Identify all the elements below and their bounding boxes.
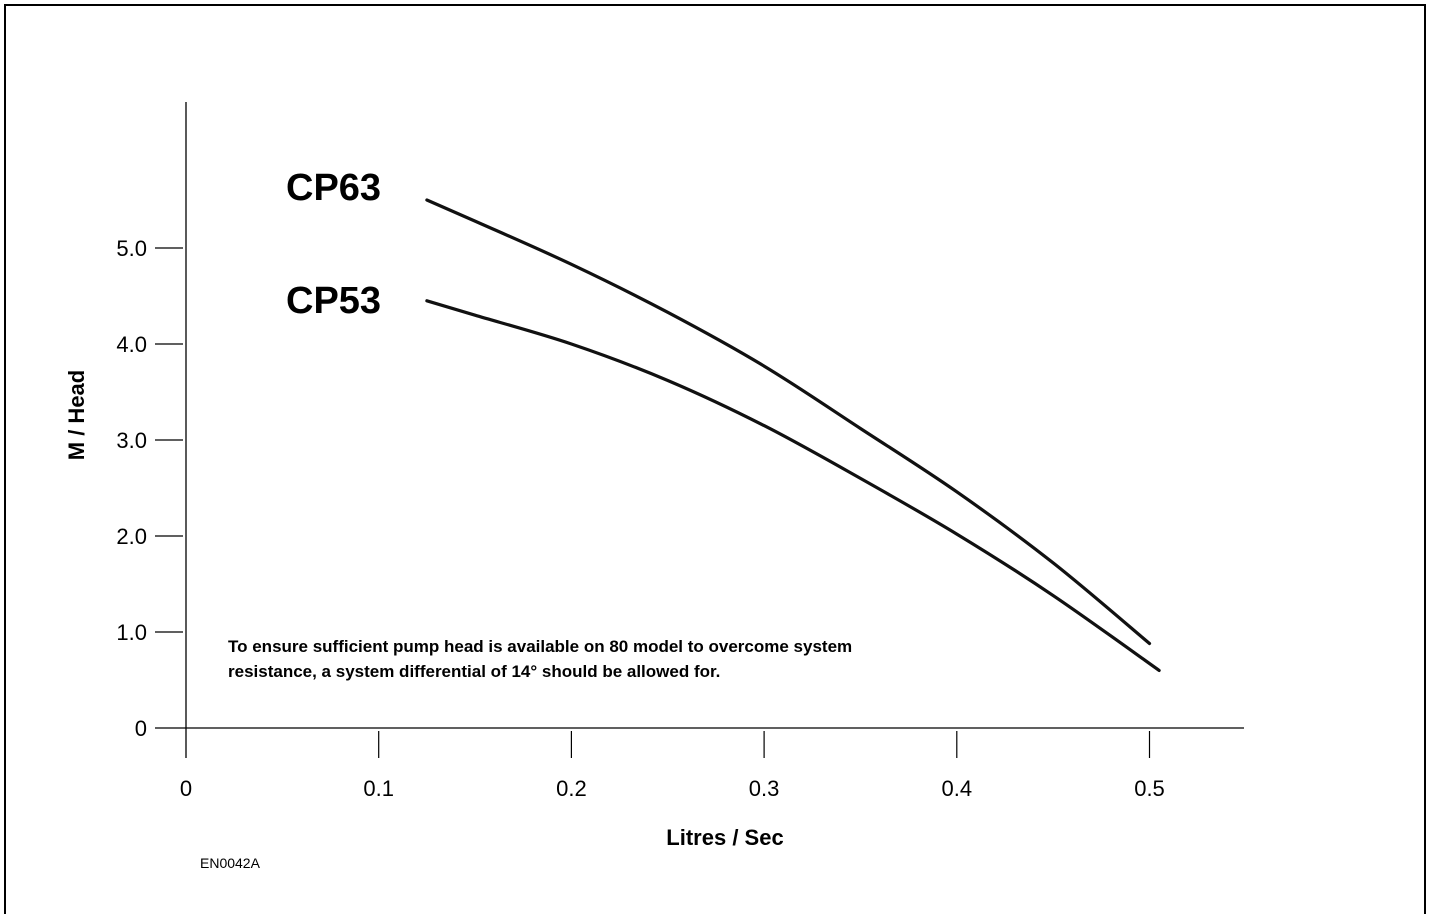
y-tick-label: 4.0	[116, 332, 147, 357]
x-tick-label: 0.1	[363, 776, 394, 801]
x-tick-label: 0.3	[749, 776, 780, 801]
y-tick-label: 0	[135, 716, 147, 741]
x-tick-label: 0.2	[556, 776, 587, 801]
figure-frame	[4, 4, 1426, 914]
y-tick-label: 3.0	[116, 428, 147, 453]
series-label-cp53: CP53	[286, 280, 381, 322]
series-lines	[425, 198, 1161, 672]
ticks: 0 0.1 0.2 0.3 0.4 0.5 0 1.0 2.0 3.0 4.0 5.0	[116, 236, 1164, 801]
annotation-line-1: To ensure sufficient pump head is availa…	[228, 637, 852, 656]
series-line-cp63	[425, 198, 1152, 646]
y-axis-title: M / Head	[64, 370, 89, 460]
x-axis-title: Litres / Sec	[666, 825, 783, 850]
y-tick-label: 5.0	[116, 236, 147, 261]
annotation-line-2: resistance, a system differential of 14°…	[228, 662, 720, 681]
axes	[155, 102, 1244, 758]
series-label-cp63: CP63	[286, 167, 381, 209]
x-tick-label: 0.4	[942, 776, 973, 801]
y-tick-label: 2.0	[116, 524, 147, 549]
figure-code: EN0042A	[200, 855, 261, 871]
y-tick-label: 1.0	[116, 620, 147, 645]
series-line-cp53	[425, 299, 1161, 672]
x-tick-label: 0	[180, 776, 192, 801]
x-tick-label: 0.5	[1134, 776, 1165, 801]
labels: Litres / Sec M / Head To ensure sufficie…	[64, 167, 852, 871]
